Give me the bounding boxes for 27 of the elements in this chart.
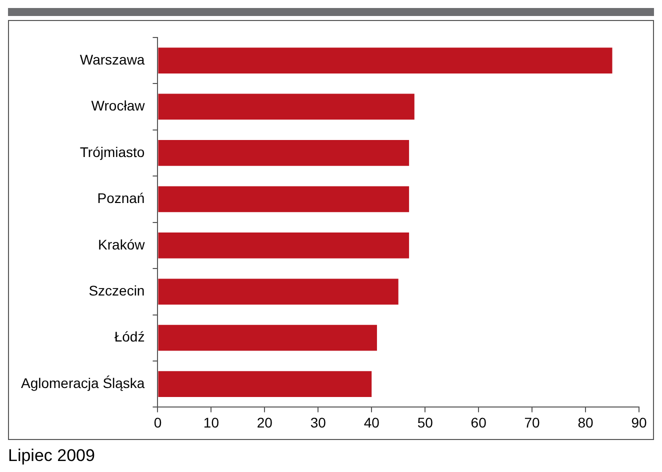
x-tick-label: 50 (417, 414, 434, 430)
x-tick-label: 70 (524, 414, 540, 430)
y-tick-label: Trójmiasto (80, 144, 145, 160)
x-tick-label: 10 (203, 414, 220, 430)
bar (158, 232, 410, 258)
bar (158, 278, 398, 305)
text: Lipiec 2009 (8, 446, 96, 466)
x-tick-label: 20 (256, 414, 273, 430)
y-tick-label: Szczecin (88, 282, 145, 298)
bar (158, 140, 410, 166)
bar (158, 48, 612, 74)
x-tick-label: 90 (631, 414, 647, 430)
y-tick-label: Aglomeracja Śląska (20, 374, 145, 391)
y-tick-label: Poznań (97, 190, 145, 206)
bar (158, 324, 377, 351)
x-tick-label: 80 (578, 414, 594, 430)
y-tick-label: Kraków (98, 236, 146, 252)
y-tick-label: Wrocław (91, 98, 146, 114)
bar (158, 371, 372, 398)
bar (158, 186, 410, 212)
y-tick-label: Warszawa (80, 51, 145, 68)
x-tick-label: 40 (364, 414, 380, 430)
x-tick-label: 30 (310, 414, 326, 430)
x-tick-label: 60 (470, 414, 487, 430)
bar (158, 94, 414, 120)
x-tick-label: 0 (154, 414, 162, 430)
y-tick-label: Łódź (114, 328, 145, 345)
